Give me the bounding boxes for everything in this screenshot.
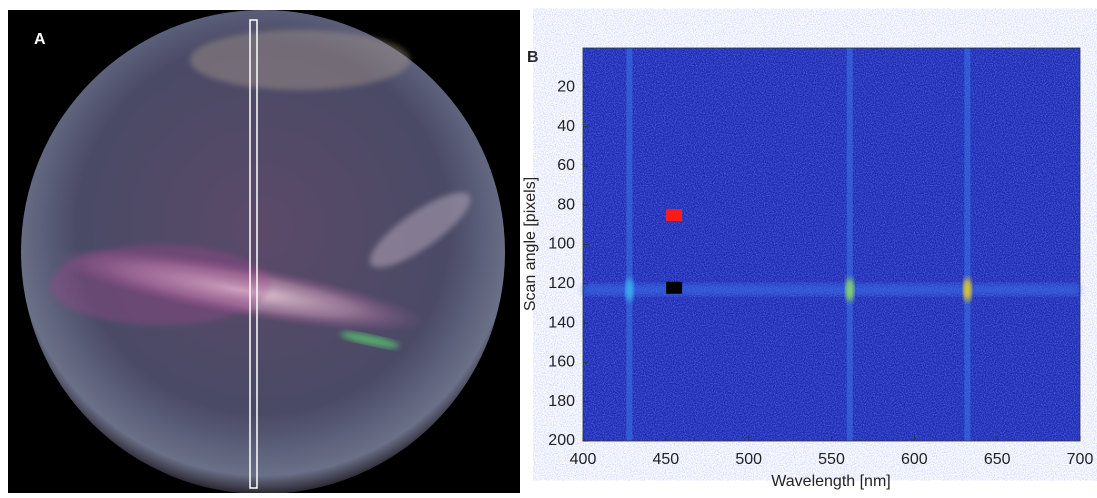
aurora-glow	[50, 245, 270, 325]
marker	[666, 281, 683, 294]
noise	[583, 48, 1080, 441]
panel-label: A	[34, 31, 46, 48]
y-tick-label: 200	[548, 432, 575, 449]
y-tick-label: 120	[548, 275, 575, 292]
y-tick-label: 140	[548, 314, 575, 331]
heatmap	[583, 48, 1080, 441]
y-tick-label: 180	[548, 393, 575, 410]
x-tick-label: 500	[735, 451, 762, 468]
emission-line	[964, 48, 971, 441]
emission-peak	[625, 277, 634, 302]
emission-line	[846, 48, 853, 441]
emission-line	[626, 48, 633, 441]
x-tick-label: 650	[984, 451, 1011, 468]
x-tick-label: 450	[652, 451, 679, 468]
sky-image	[21, 10, 505, 494]
scan-slit	[249, 19, 258, 489]
aurora-arc-east	[369, 192, 471, 268]
x-tick-label: 600	[901, 451, 928, 468]
y-tick-label: 100	[548, 236, 575, 253]
marker	[666, 209, 683, 222]
y-tick-label: 60	[557, 157, 575, 174]
city-glow	[190, 30, 410, 90]
y-tick-label: 40	[557, 118, 575, 135]
x-axis-label: Wavelength [nm]	[771, 473, 890, 490]
aurora-green	[340, 332, 400, 348]
y-axis-label: Scan angle [pixels]	[522, 177, 539, 311]
y-tick-label: 80	[557, 196, 575, 213]
x-tick-label: 550	[818, 451, 845, 468]
y-tick-label: 20	[557, 79, 575, 96]
x-tick-label: 700	[1067, 451, 1094, 468]
emission-band	[583, 283, 1080, 296]
panel-label: B	[527, 49, 539, 66]
y-tick-label: 160	[548, 354, 575, 371]
emission-peak	[963, 277, 972, 302]
x-tick-label: 400	[570, 451, 597, 468]
emission-peak	[845, 277, 854, 302]
